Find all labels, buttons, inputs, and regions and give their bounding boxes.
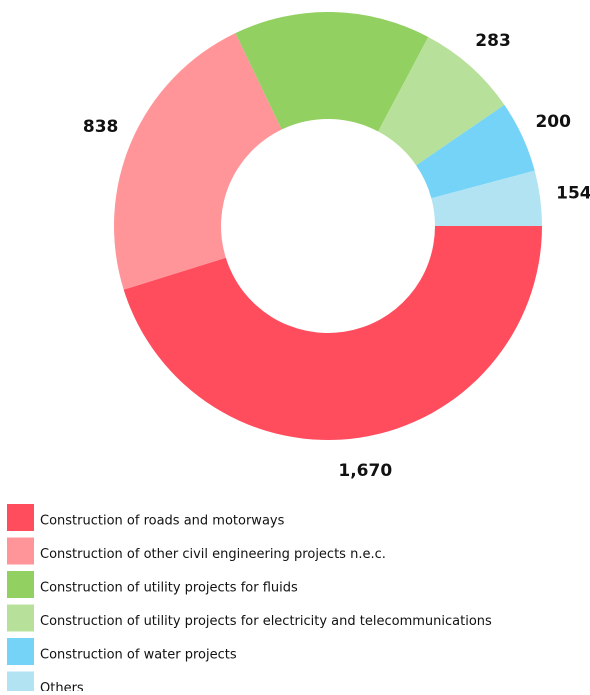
value-label: 200 bbox=[535, 112, 571, 132]
donut-slice bbox=[235, 12, 429, 132]
legend-swatch bbox=[7, 671, 34, 695]
legend-swatch bbox=[7, 537, 34, 565]
donut-slice bbox=[431, 170, 542, 226]
legend-swatch bbox=[7, 604, 34, 632]
value-label: 154 bbox=[556, 184, 590, 204]
legend-label: Others bbox=[40, 681, 84, 691]
legend-swatch bbox=[7, 571, 34, 598]
value-label: 1,670 bbox=[338, 461, 392, 481]
legend-label: Construction of utility projects for flu… bbox=[40, 581, 298, 596]
legend-label: Construction of roads and motorways bbox=[40, 514, 285, 529]
legend-label: Construction of utility projects for ele… bbox=[40, 614, 492, 629]
donut-slice bbox=[378, 36, 505, 166]
donut-slice bbox=[114, 33, 282, 290]
legend-label: Construction of water projects bbox=[40, 648, 237, 663]
value-label: 283 bbox=[475, 31, 511, 51]
donut-slice bbox=[123, 226, 542, 441]
legend-swatch bbox=[7, 504, 34, 531]
value-label: 838 bbox=[83, 117, 119, 137]
donut-slice bbox=[416, 104, 535, 199]
legend-label: Construction of other civil engineering … bbox=[40, 547, 386, 562]
legend-swatch bbox=[7, 638, 34, 665]
